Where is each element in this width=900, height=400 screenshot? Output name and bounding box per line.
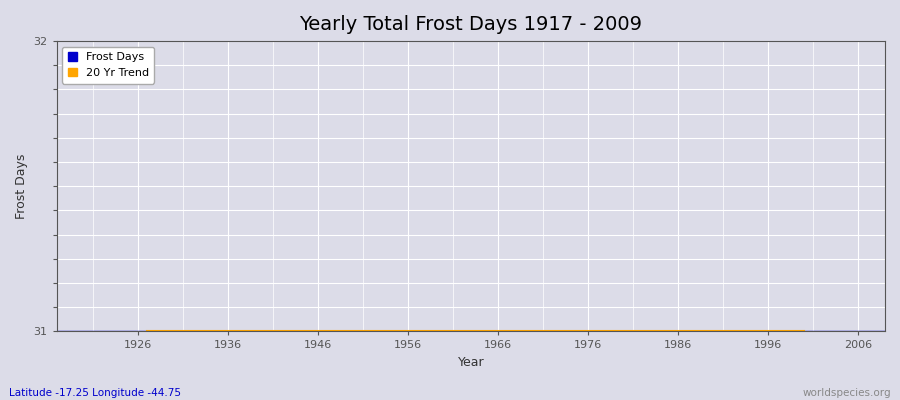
- 20 Yr Trend: [276, 329, 287, 334]
- 20 Yr Trend: [285, 329, 296, 334]
- Frost Days: [879, 329, 890, 334]
- 20 Yr Trend: [510, 329, 521, 334]
- Frost Days: [159, 329, 170, 334]
- Y-axis label: Frost Days: Frost Days: [15, 154, 28, 219]
- 20 Yr Trend: [357, 329, 368, 334]
- Frost Days: [465, 329, 476, 334]
- Text: Latitude -17.25 Longitude -44.75: Latitude -17.25 Longitude -44.75: [9, 388, 181, 398]
- Legend: Frost Days, 20 Yr Trend: Frost Days, 20 Yr Trend: [62, 47, 154, 84]
- 20 Yr Trend: [798, 329, 809, 334]
- Frost Days: [186, 329, 197, 334]
- Frost Days: [51, 329, 62, 334]
- Frost Days: [222, 329, 233, 334]
- Title: Yearly Total Frost Days 1917 - 2009: Yearly Total Frost Days 1917 - 2009: [300, 15, 643, 34]
- Text: worldspecies.org: worldspecies.org: [803, 388, 891, 398]
- 20 Yr Trend: [141, 329, 152, 334]
- Frost Days: [627, 329, 638, 334]
- 20 Yr Trend: [735, 329, 746, 334]
- 20 Yr Trend: [501, 329, 512, 334]
- X-axis label: Year: Year: [457, 356, 484, 369]
- Frost Days: [708, 329, 719, 334]
